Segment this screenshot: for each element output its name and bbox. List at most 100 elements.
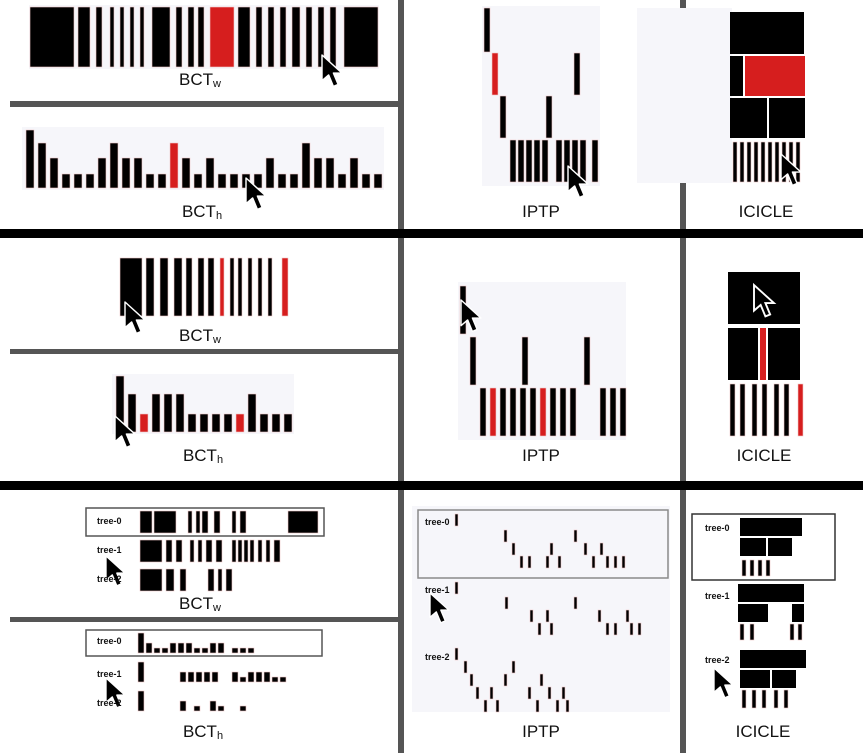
icicle-root bbox=[740, 650, 806, 668]
bar bbox=[518, 140, 524, 182]
row2-icicle-label: ICICLE bbox=[737, 446, 792, 466]
bar bbox=[542, 140, 548, 182]
row3-bcth-label: BCTh bbox=[183, 722, 223, 742]
bar bbox=[138, 691, 144, 711]
bar bbox=[500, 96, 506, 138]
bar bbox=[600, 543, 603, 555]
row1-bcth-label: BCTh bbox=[182, 202, 222, 222]
bar bbox=[574, 597, 577, 609]
highlighted-bar bbox=[492, 53, 498, 95]
bar bbox=[152, 394, 160, 432]
bar bbox=[742, 690, 746, 708]
bar bbox=[362, 174, 370, 188]
bar bbox=[584, 543, 587, 555]
cursor-arrow-icon bbox=[714, 668, 733, 698]
bar bbox=[138, 633, 144, 653]
icicle-tree-0-label: tree-0 bbox=[705, 523, 730, 533]
bar bbox=[464, 661, 467, 673]
icicle-tree-2-label: tree-2 bbox=[705, 655, 730, 665]
bar bbox=[170, 643, 176, 653]
bar bbox=[50, 158, 58, 188]
bar bbox=[238, 540, 242, 562]
icicle-block bbox=[740, 538, 766, 556]
iptp-tree-1-label: tree-1 bbox=[425, 585, 450, 595]
icicle-block bbox=[728, 328, 758, 380]
bar bbox=[534, 140, 540, 182]
bar bbox=[747, 142, 751, 182]
bar bbox=[606, 556, 609, 568]
bar bbox=[258, 258, 262, 316]
bar bbox=[238, 258, 242, 316]
bar bbox=[484, 700, 487, 712]
bar bbox=[526, 140, 532, 182]
bar bbox=[140, 540, 162, 562]
bar bbox=[752, 384, 757, 436]
bar bbox=[198, 258, 204, 316]
bar bbox=[232, 540, 236, 562]
bar bbox=[774, 384, 779, 436]
highlighted-bar bbox=[210, 7, 234, 67]
bar bbox=[455, 514, 458, 526]
bar bbox=[230, 258, 234, 316]
bar bbox=[218, 643, 224, 653]
bar bbox=[232, 511, 236, 533]
bar bbox=[158, 174, 166, 188]
bar bbox=[740, 624, 744, 640]
bar bbox=[260, 414, 268, 432]
bar bbox=[546, 556, 549, 568]
bar bbox=[140, 7, 144, 67]
bar bbox=[752, 690, 756, 708]
bar bbox=[272, 414, 280, 432]
bar bbox=[248, 648, 254, 653]
bar bbox=[188, 414, 196, 432]
bar bbox=[538, 623, 541, 635]
bar bbox=[250, 540, 254, 562]
bar bbox=[504, 530, 507, 542]
bar bbox=[146, 258, 154, 316]
bar bbox=[146, 643, 152, 653]
bar bbox=[536, 700, 539, 712]
row3-icicle-label: ICICLE bbox=[736, 722, 791, 742]
bar bbox=[232, 672, 238, 682]
icicle-block bbox=[740, 670, 770, 688]
icicle-block bbox=[792, 604, 804, 622]
highlighted-bar bbox=[170, 143, 178, 188]
bar bbox=[210, 643, 216, 653]
bar bbox=[188, 511, 192, 533]
bar bbox=[330, 7, 336, 67]
bar bbox=[774, 690, 778, 708]
bar bbox=[154, 511, 176, 533]
bar bbox=[574, 530, 577, 542]
highlighted-bar bbox=[220, 258, 224, 316]
bar bbox=[496, 700, 499, 712]
bar bbox=[248, 394, 256, 432]
bar bbox=[512, 661, 515, 673]
row3-bctw-label: BCTw bbox=[179, 594, 221, 614]
vertical-divider bbox=[398, 0, 404, 229]
bar bbox=[476, 687, 479, 699]
bar bbox=[798, 624, 802, 640]
bar bbox=[140, 569, 162, 591]
bar bbox=[626, 610, 629, 622]
bar bbox=[248, 258, 252, 316]
bar bbox=[134, 158, 142, 188]
bar bbox=[272, 677, 278, 682]
bar bbox=[218, 569, 222, 591]
bar bbox=[796, 142, 800, 182]
bar bbox=[230, 174, 238, 188]
bar bbox=[190, 540, 194, 562]
bar bbox=[98, 158, 106, 188]
highlighted-bar bbox=[236, 414, 244, 432]
icicle-block bbox=[769, 98, 805, 138]
bar bbox=[566, 700, 569, 712]
bctw-tree-1-label: tree-1 bbox=[97, 545, 122, 555]
bar bbox=[630, 623, 633, 635]
bar bbox=[350, 158, 358, 188]
icicle-root bbox=[740, 518, 802, 536]
bar bbox=[490, 687, 493, 699]
bar bbox=[528, 556, 531, 568]
bar bbox=[38, 143, 46, 188]
bar bbox=[138, 662, 144, 682]
bar bbox=[74, 174, 82, 188]
bar bbox=[206, 158, 214, 188]
